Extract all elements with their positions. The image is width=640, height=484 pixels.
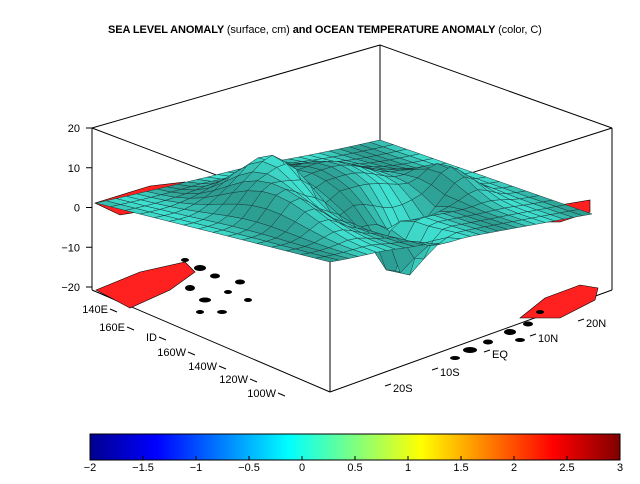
warm-patch-east-lower <box>519 284 599 319</box>
colorbar-tick-label: 0.5 <box>347 462 363 474</box>
colorbar-tick-label: −0.5 <box>238 462 260 474</box>
surface-cell <box>568 209 593 216</box>
cold-blotch <box>450 356 460 360</box>
longitude-tick <box>187 351 196 356</box>
cold-blotch <box>504 329 516 335</box>
longitude-tick-label: 160W <box>157 347 186 359</box>
box-edge <box>379 44 613 129</box>
longitude-tick <box>158 336 167 341</box>
colorbar-tick-label: 2.5 <box>559 462 575 474</box>
cold-blotch <box>224 290 232 294</box>
colorbar-tick-label: −1 <box>189 462 203 474</box>
colorbar-tick-label: 2 <box>510 462 518 474</box>
longitude-tick-label: ID <box>146 332 157 344</box>
colorbar-tick-label: 1 <box>404 462 412 474</box>
cold-anomaly-blotches <box>181 258 544 360</box>
colorbar-tick-label: −2 <box>83 462 97 474</box>
z-tick-label: −10 <box>61 242 80 254</box>
title-part-1: SEA LEVEL ANOMALY <box>108 24 224 36</box>
cold-blotch <box>185 285 195 291</box>
cold-blotch <box>196 310 204 314</box>
latitude-tick-label: 10S <box>440 367 460 379</box>
cold-blotch <box>199 297 211 303</box>
box-edge <box>91 44 381 129</box>
colorbar-tick-label: 1.5 <box>453 462 469 474</box>
colorbar <box>89 433 621 461</box>
latitude-tick <box>431 367 439 371</box>
longitude-tick <box>277 392 286 397</box>
latitude-tick <box>483 349 491 353</box>
latitude-tick <box>577 318 585 322</box>
chart-title: SEA LEVEL ANOMALY (surface, cm) and OCEA… <box>108 24 632 36</box>
cold-blotch <box>235 279 245 285</box>
cold-blotch <box>181 258 189 262</box>
latitude-tick-label: EQ <box>492 349 508 361</box>
longitude-tick-label: 140W <box>188 361 217 373</box>
longitude-tick-label: 160E <box>99 322 125 334</box>
z-axis: 20 10 0 −10 −20 <box>61 123 92 294</box>
cold-blotch <box>463 347 477 353</box>
title-part-4: (color, C) <box>498 24 542 36</box>
latitude-tick-label: 20S <box>393 383 413 395</box>
colorbar-ticks <box>89 456 621 460</box>
latitude-tick-label: 20N <box>586 318 606 330</box>
cold-blotch <box>523 321 533 327</box>
cold-blotch <box>483 339 493 345</box>
latitude-tick <box>384 383 392 387</box>
longitude-tick <box>109 308 118 313</box>
cold-blotch <box>194 265 206 271</box>
cold-blotch <box>217 310 227 314</box>
cold-blotch <box>244 298 252 302</box>
longitude-tick-label: 120W <box>219 374 248 386</box>
latitude-tick-label: 10N <box>538 333 558 345</box>
title-part-2: (surface, cm) <box>226 24 290 36</box>
longitude-tick <box>249 378 258 383</box>
z-tick-label: 0 <box>74 203 80 215</box>
longitude-tick-label: 100W <box>247 388 276 400</box>
longitude-tick <box>218 365 227 370</box>
sea-level-surface <box>95 139 593 276</box>
colorbar-tick-label: −1.5 <box>132 462 154 474</box>
z-tick-label: 20 <box>68 123 80 135</box>
title-part-3: and OCEAN TEMPERATURE ANOMALY <box>292 24 496 36</box>
cold-blotch <box>210 273 220 279</box>
longitude-tick <box>126 326 135 331</box>
colorbar-labels: −2 −1.5 −1 −0.5 0 0.5 1 1.5 2 2.5 3 <box>0 462 640 478</box>
colorbar-tick-label: 3 <box>616 462 624 474</box>
longitude-tick-label: 140E <box>82 304 108 316</box>
warm-patch-west-lower <box>95 261 196 309</box>
z-tick-label: 10 <box>68 163 80 175</box>
latitude-tick <box>529 333 537 337</box>
cold-blotch <box>536 310 544 314</box>
colorbar-tick-label: 0 <box>298 462 306 474</box>
z-tick-label: −20 <box>61 282 80 294</box>
cold-blotch <box>515 338 525 342</box>
